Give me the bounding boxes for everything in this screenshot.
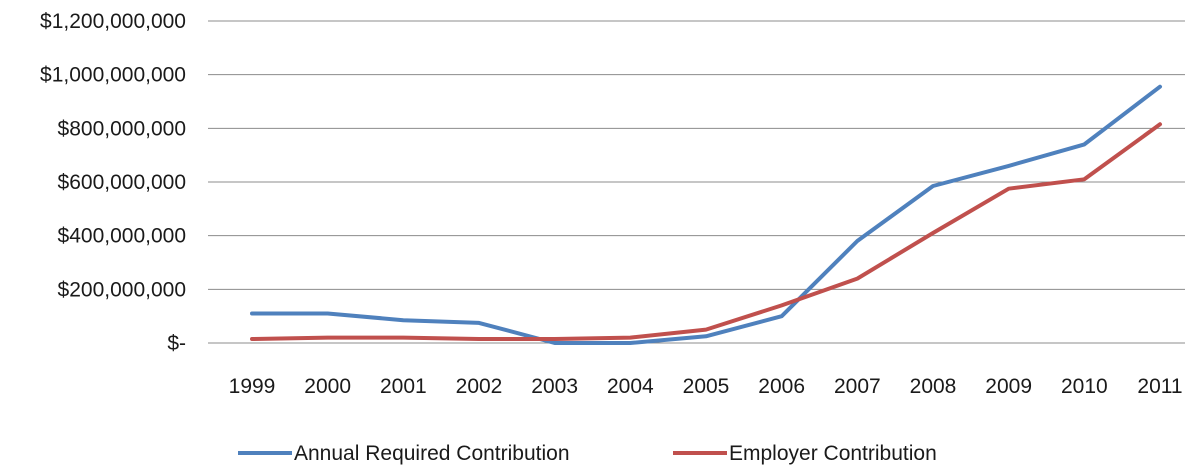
legend: Annual Required Contribution Employer Con… — [238, 442, 937, 465]
series-lines — [250, 84, 1162, 345]
x-tick-label: 2010 — [1061, 375, 1108, 398]
series-line — [250, 84, 1162, 345]
y-tick-label: $1,000,000,000 — [40, 64, 186, 87]
legend-label: Annual Required Contribution — [294, 442, 570, 465]
legend-label: Employer Contribution — [729, 442, 937, 465]
x-tick-label: 2008 — [910, 375, 957, 398]
y-tick-label: $400,000,000 — [58, 225, 186, 248]
series-line — [250, 122, 1162, 341]
y-tick-label: $1,200,000,000 — [40, 10, 186, 33]
y-tick-label: $600,000,000 — [58, 171, 186, 194]
y-tick-label: $- — [167, 332, 186, 355]
x-tick-label: 2005 — [683, 375, 730, 398]
x-tick-label: 2000 — [304, 375, 351, 398]
x-tick-label: 2007 — [834, 375, 881, 398]
x-tick-label: 2006 — [758, 375, 805, 398]
y-tick-label: $200,000,000 — [58, 278, 186, 301]
gridlines — [208, 20, 1185, 344]
x-tick-label: 2002 — [456, 375, 503, 398]
x-axis-tick-labels: 1999 2000 2001 2002 2003 2004 2005 2006 2007 2008… — [229, 375, 1183, 398]
x-tick-label: 2011 — [1137, 375, 1182, 398]
y-tick-label: $800,000,000 — [58, 117, 186, 140]
x-tick-label: 2003 — [531, 375, 578, 398]
x-tick-label: 2004 — [607, 375, 654, 398]
y-axis-tick-labels: $- $200,000,000 $400,000,000 $600,000,000 $8… — [40, 10, 186, 355]
x-tick-label: 1999 — [229, 375, 276, 398]
x-tick-label: 2001 — [380, 375, 427, 398]
x-tick-label: 2009 — [985, 375, 1032, 398]
